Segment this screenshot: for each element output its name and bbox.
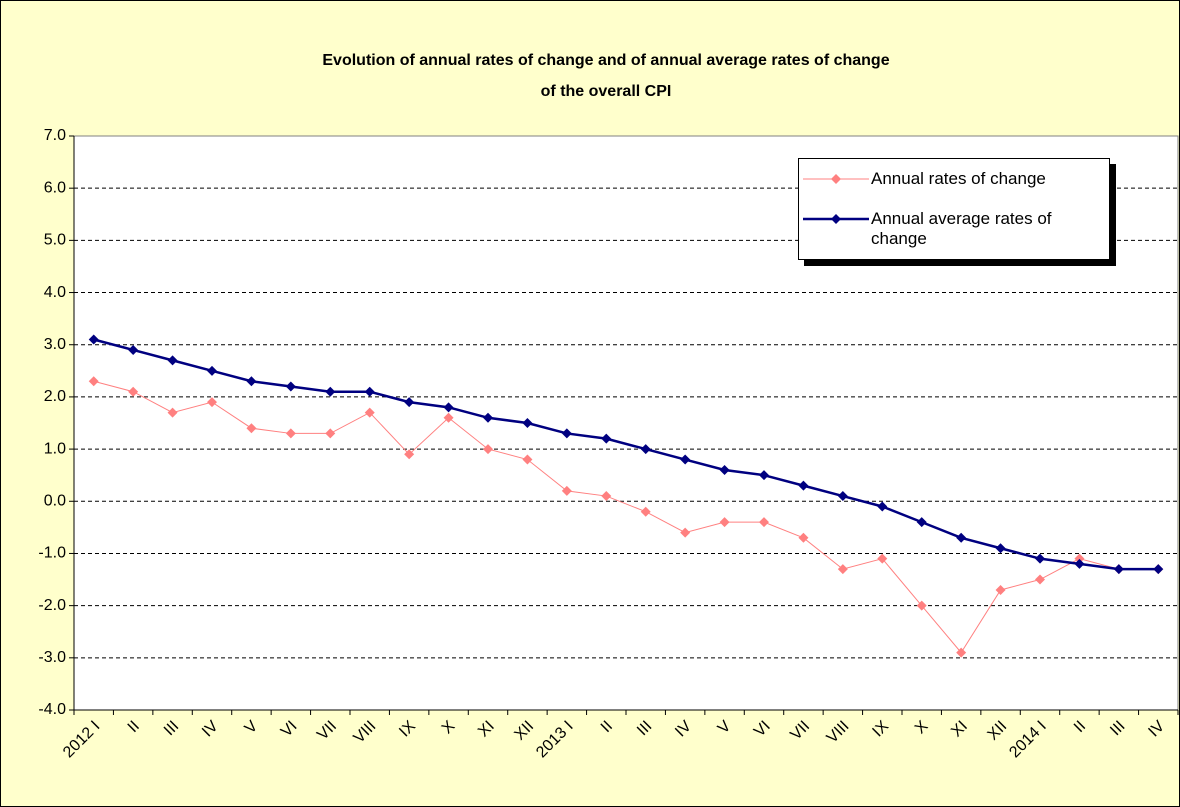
data-point xyxy=(483,412,493,423)
data-point xyxy=(837,564,848,575)
data-point xyxy=(1074,553,1085,564)
data-point xyxy=(1113,564,1124,575)
data-point xyxy=(88,376,99,387)
data-point xyxy=(483,444,493,455)
y-tick-label: 1.0 xyxy=(44,440,66,457)
data-point xyxy=(640,444,651,455)
data-point xyxy=(601,491,612,502)
y-tick-label: -4.0 xyxy=(38,701,66,718)
data-point xyxy=(798,532,809,543)
data-point xyxy=(207,365,217,376)
legend-label: Annual rates of change xyxy=(871,169,1046,188)
data-point xyxy=(246,423,257,434)
data-point xyxy=(128,344,139,355)
data-point xyxy=(877,553,888,564)
data-point xyxy=(325,386,336,397)
data-point xyxy=(759,517,769,528)
data-point xyxy=(680,454,691,465)
data-point xyxy=(246,376,257,387)
y-tick-label: 6.0 xyxy=(44,179,66,196)
legend-marker xyxy=(831,214,841,224)
data-point xyxy=(956,532,967,543)
chart-title: Evolution of annual rates of change and … xyxy=(322,52,889,69)
y-tick-label: 4.0 xyxy=(44,284,66,301)
data-point xyxy=(285,381,296,392)
legend-swatch xyxy=(803,214,869,224)
series-line xyxy=(93,380,1159,654)
data-point xyxy=(522,418,533,428)
data-point xyxy=(364,386,375,397)
data-point xyxy=(640,506,651,517)
y-tick-label: 0.0 xyxy=(44,492,66,509)
data-point xyxy=(561,428,572,439)
data-point xyxy=(167,355,178,366)
data-point xyxy=(561,485,572,496)
data-point xyxy=(759,470,769,481)
data-point xyxy=(1153,564,1164,575)
data-point xyxy=(1035,553,1045,564)
data-point xyxy=(88,334,99,345)
y-tick-label: -1.0 xyxy=(38,545,66,562)
legend-marker xyxy=(831,174,841,184)
data-point xyxy=(837,491,848,502)
data-point xyxy=(404,397,415,408)
data-point xyxy=(601,433,612,444)
legend-label: Annual average rates of change xyxy=(871,209,1052,248)
y-tick-label: -3.0 xyxy=(38,649,66,666)
legend-swatch xyxy=(803,174,869,184)
data-point xyxy=(443,402,454,413)
data-point xyxy=(167,407,178,418)
data-point xyxy=(798,480,809,491)
y-tick-label: -2.0 xyxy=(38,597,66,614)
legend: Annual rates of change Annual average rat… xyxy=(798,158,1110,260)
chart-title: of the overall CPI xyxy=(541,83,672,100)
y-tick-label: 7.0 xyxy=(44,127,66,144)
data-point xyxy=(916,600,927,611)
data-point xyxy=(877,501,888,512)
data-point xyxy=(522,454,533,465)
data-point xyxy=(956,647,967,658)
y-tick-label: 2.0 xyxy=(44,388,66,405)
y-tick-label: 3.0 xyxy=(44,336,66,353)
data-point xyxy=(719,464,730,475)
data-point xyxy=(995,543,1006,554)
data-point xyxy=(364,407,375,418)
series-line xyxy=(93,338,1159,571)
data-point xyxy=(1035,574,1045,585)
data-point xyxy=(404,449,415,460)
data-point xyxy=(719,517,730,528)
data-point xyxy=(995,584,1006,595)
y-tick-label: 5.0 xyxy=(44,232,66,249)
data-point xyxy=(443,412,454,423)
data-point xyxy=(916,517,927,528)
data-point xyxy=(325,428,336,439)
data-point xyxy=(680,527,691,538)
data-point xyxy=(128,386,139,397)
data-point xyxy=(285,428,296,439)
data-point xyxy=(1074,558,1085,569)
data-point xyxy=(207,397,217,408)
